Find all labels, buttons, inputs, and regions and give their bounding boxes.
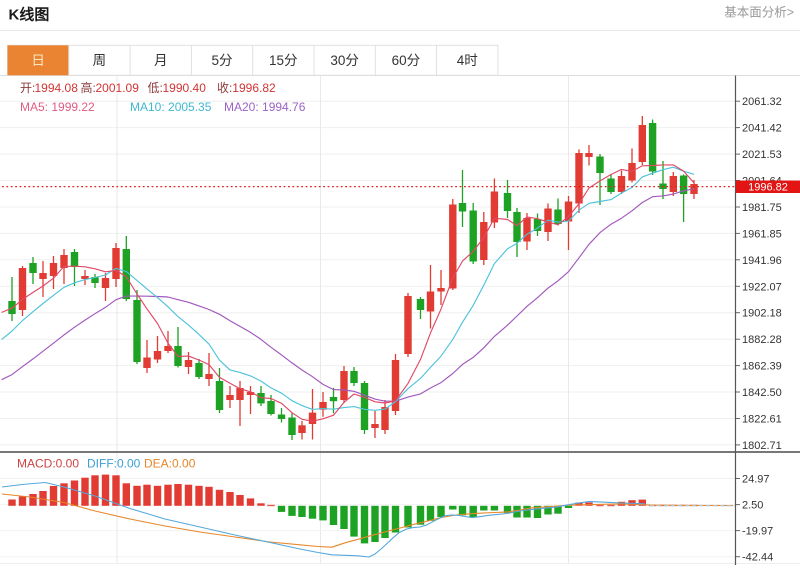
svg-text:15分: 15分 — [269, 53, 298, 68]
svg-text:1996.82: 1996.82 — [232, 81, 276, 95]
svg-text:MACD:0.00: MACD:0.00 — [17, 457, 79, 471]
svg-text:1842.50: 1842.50 — [742, 387, 782, 399]
svg-text:1922.07: 1922.07 — [742, 281, 782, 293]
svg-text:1802.71: 1802.71 — [742, 440, 782, 452]
svg-text:低:: 低: — [148, 81, 163, 95]
svg-text:MA5: 1999.22: MA5: 1999.22 — [20, 100, 95, 114]
svg-text:1990.40: 1990.40 — [163, 81, 207, 95]
svg-text:1882.28: 1882.28 — [742, 334, 782, 346]
svg-text:1941.96: 1941.96 — [742, 255, 782, 267]
svg-text:月: 月 — [154, 53, 168, 68]
svg-text:1902.18: 1902.18 — [742, 308, 782, 320]
svg-text:24.97: 24.97 — [742, 474, 770, 486]
svg-text:2.50: 2.50 — [742, 500, 763, 512]
svg-text:-19.97: -19.97 — [742, 526, 773, 538]
svg-text:开:: 开: — [20, 81, 35, 95]
svg-text:MA10: 2005.35: MA10: 2005.35 — [130, 100, 212, 114]
svg-text:2021.53: 2021.53 — [742, 149, 782, 161]
svg-text:日: 日 — [31, 53, 45, 68]
svg-text:周: 周 — [93, 53, 107, 68]
svg-text:基本面分析>: 基本面分析> — [724, 6, 794, 20]
svg-text:MA20: 1994.76: MA20: 1994.76 — [224, 100, 306, 114]
svg-text:1822.61: 1822.61 — [742, 414, 782, 426]
svg-text:DIFF:0.00: DIFF:0.00 — [87, 457, 141, 471]
svg-text:2001.09: 2001.09 — [96, 81, 140, 95]
svg-text:4时: 4时 — [457, 53, 478, 68]
svg-text:1981.75: 1981.75 — [742, 202, 782, 214]
svg-text:收:: 收: — [217, 81, 232, 95]
svg-text:DEA:0.00: DEA:0.00 — [144, 457, 196, 471]
svg-text:1862.39: 1862.39 — [742, 361, 782, 373]
svg-text:2061.32: 2061.32 — [742, 96, 782, 108]
svg-text:2041.42: 2041.42 — [742, 123, 782, 135]
svg-text:K线图: K线图 — [9, 6, 50, 24]
svg-text:1961.85: 1961.85 — [742, 228, 782, 240]
svg-text:5分: 5分 — [211, 53, 232, 68]
svg-text:1996.82: 1996.82 — [748, 181, 788, 193]
svg-text:1994.08: 1994.08 — [35, 81, 79, 95]
svg-text:高:: 高: — [81, 80, 96, 95]
svg-text:-42.44: -42.44 — [742, 552, 773, 564]
svg-text:60分: 60分 — [392, 53, 421, 68]
svg-text:30分: 30分 — [330, 53, 359, 68]
